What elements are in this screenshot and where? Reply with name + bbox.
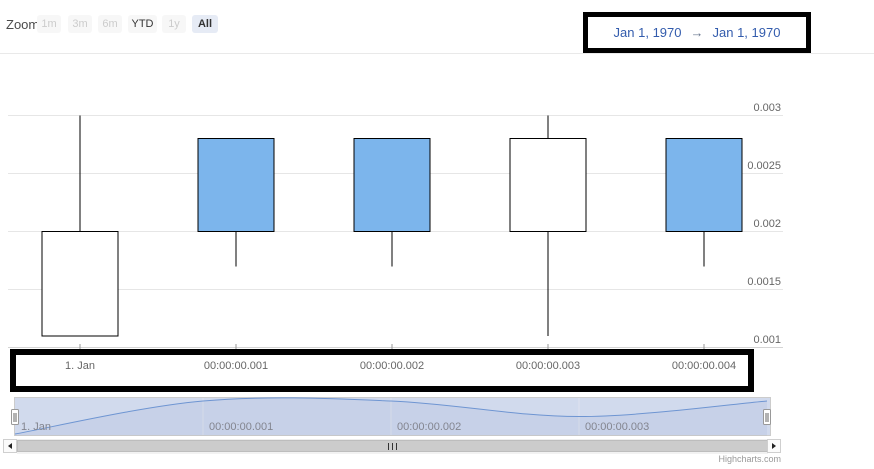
candle-down <box>509 138 587 232</box>
date-from-input[interactable]: Jan 1, 1970 <box>613 24 682 40</box>
navigator-mask[interactable] <box>14 397 771 436</box>
date-range-inputs: Jan 1, 1970 → Jan 1, 1970 <box>588 16 806 48</box>
arrow-right-icon: → <box>690 24 704 40</box>
navigator-area <box>15 397 767 436</box>
range-button-6m: 6m <box>98 15 122 33</box>
scrollbar-left-button[interactable] <box>3 439 17 453</box>
toolbar-separator <box>0 53 874 54</box>
candle-up <box>353 138 431 232</box>
navigator-axis-label: 00:00:00.001 <box>209 421 274 433</box>
navigator-axis-label: 00:00:00.003 <box>585 421 650 433</box>
range-button-1y: 1y <box>162 15 186 33</box>
y-axis-label: 0.0025 <box>747 159 781 172</box>
candle-up <box>197 138 275 232</box>
zoom-label: Zoom <box>6 17 40 32</box>
navigator-axis-label: 00:00:00.002 <box>397 421 462 433</box>
x-axis-label: 00:00:00.004 <box>671 360 737 372</box>
range-button-1m: 1m <box>37 15 61 33</box>
date-to-input[interactable]: Jan 1, 1970 <box>712 24 781 40</box>
navigator-line <box>14 397 768 435</box>
highcharts-credit-link[interactable]: Highcharts.com <box>718 454 781 464</box>
x-axis-label: 00:00:00.001 <box>203 360 269 372</box>
scrollbar-right-button[interactable] <box>767 439 781 453</box>
candle-up <box>665 138 743 232</box>
navigator-handle-right[interactable] <box>763 409 771 425</box>
navigator-axis-label: 1. Jan <box>21 421 51 433</box>
range-button-3m: 3m <box>68 15 92 33</box>
x-axis-label: 1. Jan <box>65 360 95 372</box>
arrow-left-icon <box>8 443 12 449</box>
x-axis-label: 00:00:00.003 <box>515 360 581 372</box>
navigator-handle-left[interactable] <box>11 409 19 425</box>
range-button-ytd[interactable]: YTD <box>128 15 157 33</box>
y-axis-label: 0.003 <box>753 101 781 114</box>
arrow-right-icon <box>772 443 776 449</box>
scrollbar-grip-icon <box>388 443 397 450</box>
range-button-all[interactable]: All <box>192 15 218 33</box>
y-axis-label: 0.001 <box>753 333 781 346</box>
candle-down <box>41 231 119 337</box>
y-axis-label: 0.002 <box>753 217 781 230</box>
y-axis-label: 0.0015 <box>747 275 781 288</box>
x-axis-label: 00:00:00.002 <box>359 360 425 372</box>
